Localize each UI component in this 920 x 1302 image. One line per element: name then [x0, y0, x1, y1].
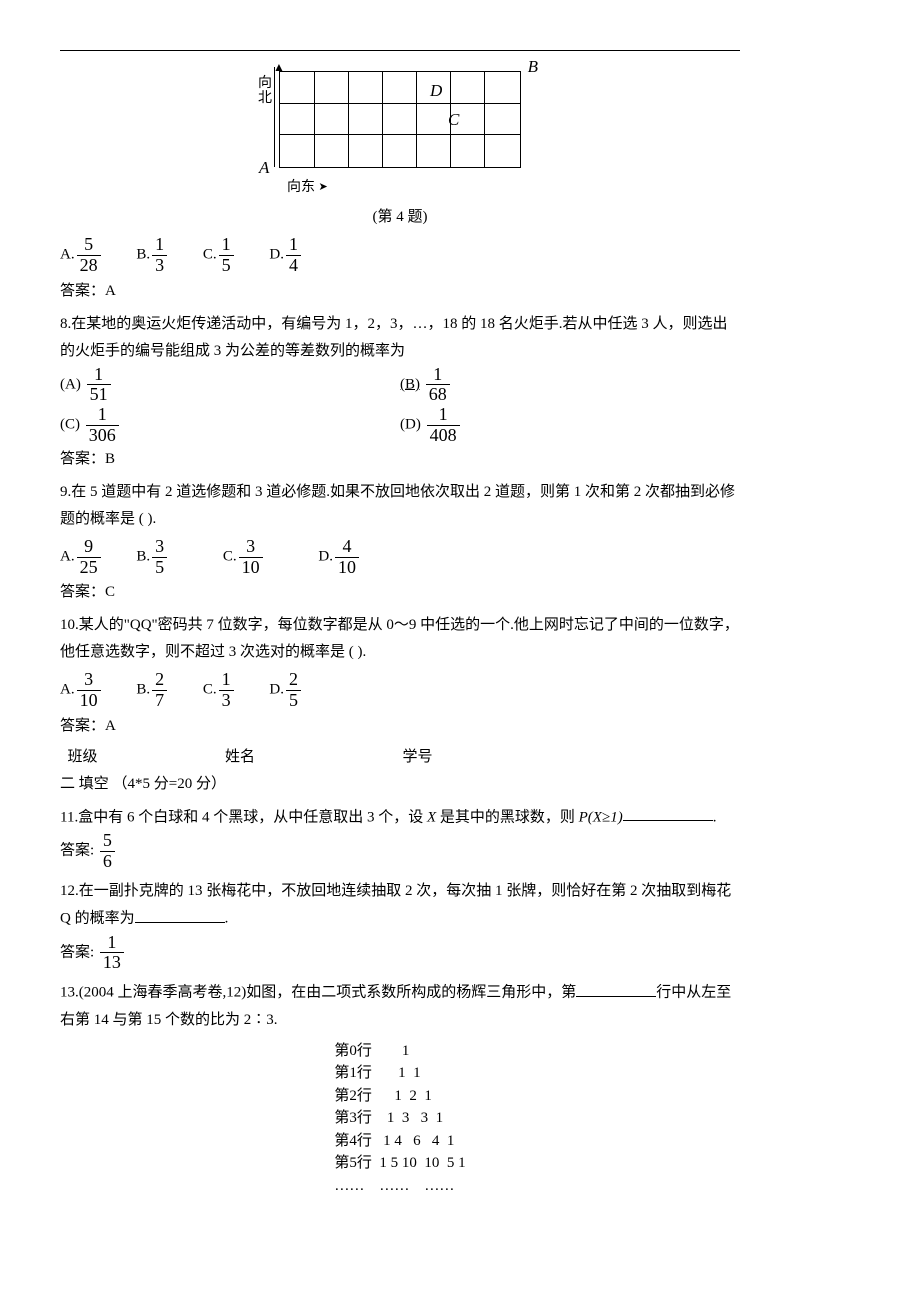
q8-options: (A) 151 (B) 168 (C) 1306 (D) 1408 — [60, 365, 740, 446]
yanghui-figure: 第0行 1 第1行 1 1 第2行 1 2 1 第3行 1 3 3 1 第4行 … — [60, 1040, 740, 1200]
q8-opt-C: (C) 1306 — [60, 405, 400, 446]
label-D: D — [430, 76, 442, 107]
class-label: 班级 — [68, 744, 98, 771]
q9-answer: 答案：C — [60, 579, 740, 606]
yh-row-5: 第5行 1 5 10 10 5 1 — [334, 1152, 465, 1175]
label-B: B — [528, 52, 538, 83]
q11-answer: 答案: 56 — [60, 831, 740, 872]
yh-row-2: 第2行 1 2 1 — [334, 1085, 465, 1108]
q10-opt-A: A.310 — [60, 670, 103, 711]
yh-row-1: 第1行 1 1 — [334, 1062, 465, 1085]
q8-opt-A: (A) 151 — [60, 365, 400, 406]
q10-answer: 答案：A — [60, 713, 740, 740]
section-2-title: 二 填空 （4*5 分=20 分） — [60, 771, 740, 798]
yh-row-6: …… …… …… — [334, 1175, 465, 1198]
label-C: C — [448, 105, 459, 136]
q13-text: 13.(2004 上海春季高考卷,12)如图，在由二项式系数所构成的杨辉三角形中… — [60, 979, 740, 1034]
id-label: 学号 — [403, 744, 433, 771]
grid: B D C — [279, 71, 521, 168]
name-label: 姓名 — [225, 744, 255, 771]
q9-opt-A: A.925 — [60, 537, 103, 578]
yh-row-0: 第0行 1 — [334, 1040, 465, 1063]
yh-row-4: 第4行 1 4 6 4 1 — [334, 1130, 465, 1153]
q9-text: 9.在 5 道题中有 2 道选修题和 3 道必修题.如果不放回地依次取出 2 道… — [60, 479, 740, 533]
q10-opt-C: C.13 — [203, 670, 236, 711]
q10-opt-B: B.27 — [136, 670, 169, 711]
figure-4: 向北 ▲ B D C A 向东 ➤ (第 4 题) — [60, 71, 740, 231]
q8-opt-D: (D) 1408 — [400, 405, 740, 446]
q8-answer: 答案：B — [60, 446, 740, 473]
q9-options: A.925 B.35 C.310 D.410 — [60, 537, 740, 578]
yh-row-3: 第3行 1 3 3 1 — [334, 1107, 465, 1130]
q7-opt-C: C.15 — [203, 235, 236, 276]
q10-text: 10.某人的"QQ"密码共 7 位数字，每位数字都是从 0～9 中任选的一个.他… — [60, 612, 740, 666]
q10-options: A.310 B.27 C.13 D.25 — [60, 670, 740, 711]
q9-opt-D: D.410 — [318, 537, 361, 578]
q7-answer: 答案：A — [60, 278, 740, 305]
figure-caption: (第 4 题) — [60, 204, 740, 231]
q7-opt-A: A.528 — [60, 235, 103, 276]
q11-blank — [623, 804, 713, 822]
top-rule — [60, 50, 740, 51]
label-A: A — [259, 153, 269, 184]
east-label: 向东 ➤ — [287, 175, 328, 200]
q8-text: 8.在某地的奥运火炬传递活动中，有编号为 1，2，3，…，18 的 18 名火炬… — [60, 311, 740, 365]
q7-opt-D: D.14 — [269, 235, 303, 276]
q12-text: 12.在一副扑克牌的 13 张梅花中，不放回地连续抽取 2 次，每次抽 1 张牌… — [60, 878, 740, 933]
q9-opt-B: B.35 — [136, 537, 169, 578]
q12-answer: 答案: 113 — [60, 933, 740, 974]
q13-blank — [576, 979, 656, 997]
q10-opt-D: D.25 — [269, 670, 303, 711]
q12-blank — [135, 905, 225, 923]
q8-opt-B: (B) 168 — [400, 365, 740, 406]
q7-opt-B: B.13 — [136, 235, 169, 276]
q7-options: A.528 B.13 C.15 D.14 — [60, 235, 740, 276]
north-label: 向北 — [257, 76, 273, 107]
student-header: 班级 姓名 学号 — [60, 744, 740, 771]
y-axis — [274, 67, 275, 167]
q9-opt-C: C.310 — [223, 537, 265, 578]
q11-text: 11.盒中有 6 个白球和 4 个黑球，从中任意取出 3 个，设 X 是其中的黑… — [60, 804, 740, 832]
